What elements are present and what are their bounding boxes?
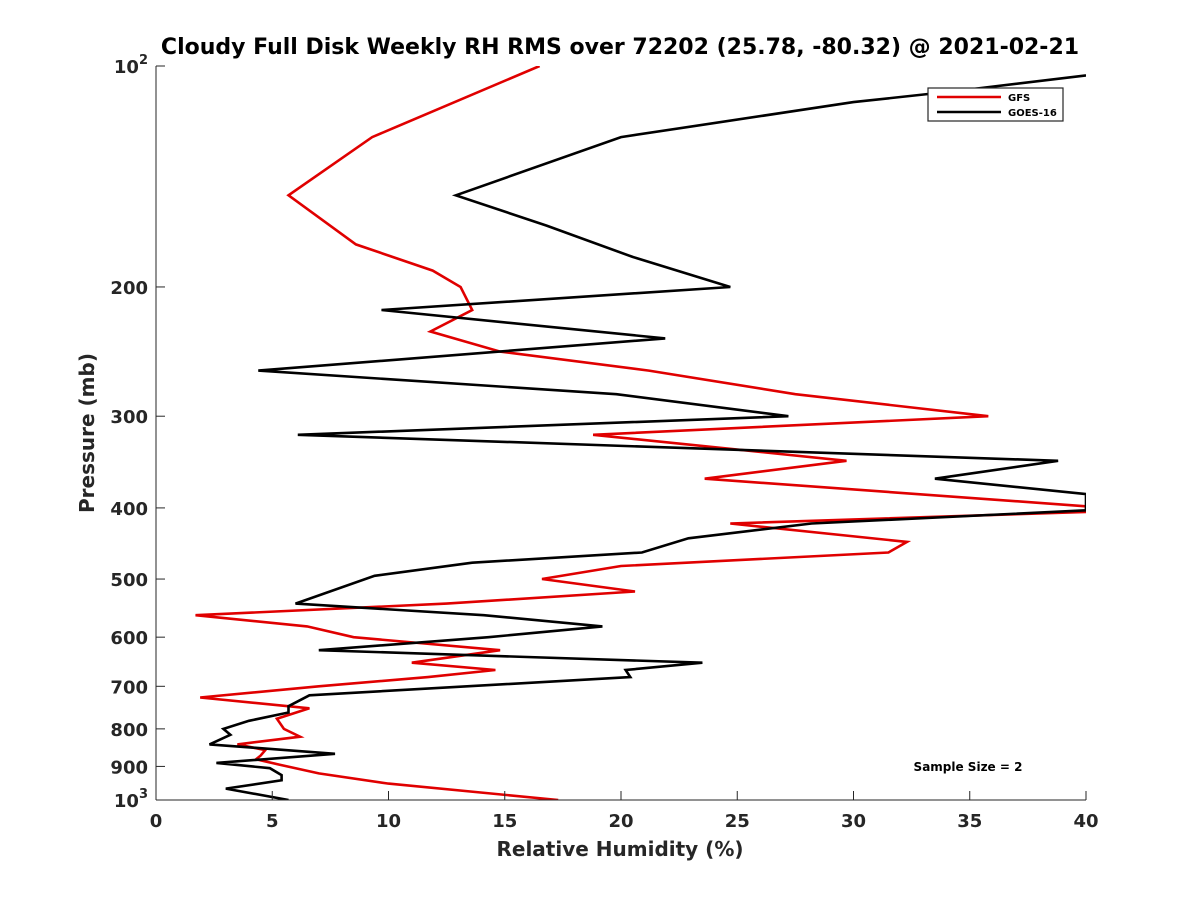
y-tick-label: 200 bbox=[110, 278, 148, 299]
plot-area bbox=[195, 66, 1086, 800]
y-axis-label: Pressure (mb) bbox=[75, 353, 99, 513]
x-axis-label: Relative Humidity (%) bbox=[496, 837, 743, 861]
legend-label: GFS bbox=[1008, 93, 1030, 104]
legend-box bbox=[927, 87, 1064, 122]
x-tick-label: 30 bbox=[841, 811, 866, 832]
y-tick-label: 500 bbox=[110, 570, 148, 591]
chart-title: Cloudy Full Disk Weekly RH RMS over 7220… bbox=[161, 35, 1079, 60]
y-tick-label: 300 bbox=[110, 407, 148, 428]
x-tick-label: 5 bbox=[266, 811, 279, 832]
series-line-goes-16 bbox=[208, 74, 1086, 800]
legend: GFS GOES-16 bbox=[927, 87, 1064, 122]
y-tick-label: 102 bbox=[114, 53, 148, 78]
x-tick-label: 20 bbox=[608, 811, 633, 832]
sample-size-annotation: Sample Size = 2 bbox=[914, 760, 1023, 774]
y-tick-label: 400 bbox=[110, 499, 148, 520]
series-line-gfs bbox=[195, 66, 1086, 800]
x-tick-label: 35 bbox=[957, 811, 982, 832]
axes: 0 5 10 15 20 25 30 35 40 102 200 300 400 500 600 700 800… bbox=[110, 53, 1098, 832]
x-tick-label: 10 bbox=[376, 811, 401, 832]
legend-label: GOES-16 bbox=[1008, 108, 1057, 119]
x-tick-label: 15 bbox=[492, 811, 517, 832]
y-tick-label: 900 bbox=[110, 757, 148, 778]
y-tick-label: 700 bbox=[110, 677, 148, 698]
x-tick-label: 40 bbox=[1073, 811, 1098, 832]
y-tick-label: 103 bbox=[114, 787, 148, 812]
x-tick-label: 0 bbox=[150, 811, 163, 832]
x-tick-label: 25 bbox=[725, 811, 750, 832]
y-tick-label: 800 bbox=[110, 720, 148, 741]
y-tick-label: 600 bbox=[110, 628, 148, 649]
